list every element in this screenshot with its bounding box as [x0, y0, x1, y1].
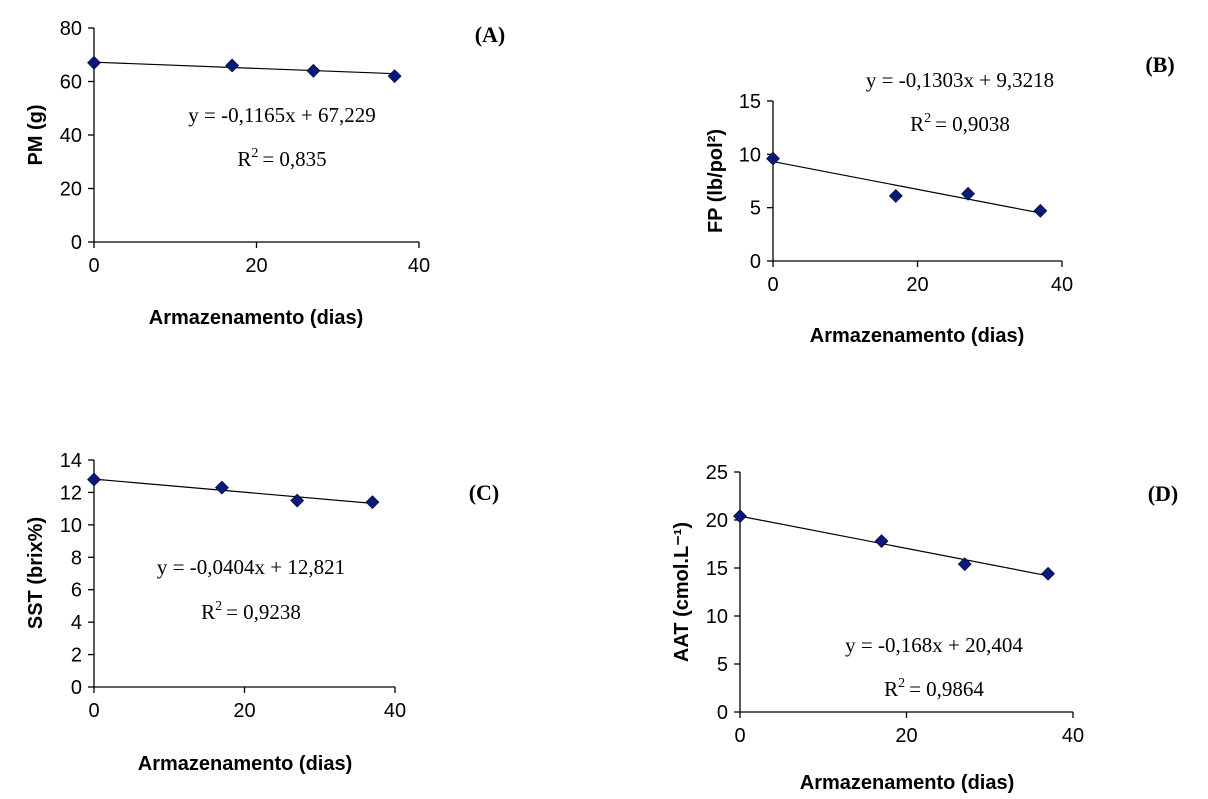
x-axis-label: Armazenamento (dias)	[149, 307, 364, 329]
panel-label: (C)	[469, 480, 500, 505]
r-squared-exponent: 2	[924, 111, 931, 126]
data-point	[766, 151, 780, 166]
y-tick-label: 40	[60, 125, 82, 147]
y-tick-label: 0	[750, 251, 761, 273]
y-tick-label: 15	[739, 91, 761, 113]
r-squared-value: = 0,835	[262, 147, 326, 171]
y-tick-label: 0	[71, 677, 82, 699]
panel-c: 0 2 4 6 8 10 12 14 0 20 40 Armazenamento (dias) SST …	[25, 450, 499, 775]
r-squared-symbol: R	[201, 600, 215, 624]
y-tick-label: 2	[71, 645, 82, 667]
y-tick-label: 10	[706, 606, 728, 628]
y-tick-label: 4	[71, 612, 82, 634]
x-axis-label: Armazenamento (dias)	[810, 325, 1025, 347]
r-squared-exponent: 2	[898, 676, 905, 691]
y-tick-label: 25	[706, 462, 728, 484]
x-tick-label: 0	[88, 255, 99, 277]
x-tick-label: 20	[233, 700, 255, 722]
panel-label: (D)	[1148, 481, 1179, 506]
y-axis-label: FP (lb/pol²)	[705, 129, 727, 233]
x-tick-label: 40	[408, 255, 430, 277]
regression-equation: y = -0,168x + 20,404	[845, 633, 1023, 657]
r-squared-value: = 0,9238	[226, 600, 301, 624]
regression-equation: y = -0,0404x + 12,821	[157, 555, 345, 579]
y-tick-label: 15	[706, 558, 728, 580]
data-point	[961, 186, 975, 201]
trend-line	[739, 515, 1049, 577]
data-point	[225, 58, 240, 73]
panel-b: 0 5 10 15 0 20 40 Armazenamento (dias) FP (lb/po…	[705, 52, 1175, 347]
trend-line	[93, 478, 373, 504]
y-axis-label: AAT (cmol.L⁻¹)	[671, 522, 693, 662]
trend-line	[772, 160, 1041, 214]
data-point	[1041, 566, 1055, 581]
regression-equation: y = -0,1303x + 9,3218	[866, 68, 1054, 92]
y-tick-label: 5	[717, 654, 728, 676]
panel-label: (A)	[475, 22, 506, 47]
data-point	[1033, 203, 1048, 218]
data-point	[888, 189, 903, 203]
r-squared-symbol: R	[910, 112, 924, 136]
y-tick-label: 0	[71, 232, 82, 254]
r-squared-value: = 0,9864	[909, 677, 984, 701]
data-point	[733, 509, 747, 524]
r-squared-label: R2 = 0,9864	[884, 676, 984, 701]
y-tick-label: 20	[60, 179, 82, 201]
x-tick-label: 20	[895, 725, 917, 747]
y-tick-label: 8	[71, 547, 82, 569]
data-point	[215, 480, 229, 495]
x-tick-label: 0	[734, 725, 745, 747]
r-squared-symbol: R	[884, 677, 898, 701]
r-squared-exponent: 2	[215, 599, 222, 614]
panel-a: 0 20 40 60 80 0 20 40 Armazenamento (dias) PM (g)…	[25, 18, 505, 329]
y-tick-label: 6	[71, 580, 82, 602]
x-axis-label: Armazenamento (dias)	[138, 753, 353, 775]
y-tick-label: 5	[750, 198, 761, 220]
data-point	[387, 69, 402, 84]
y-tick-label: 60	[60, 72, 82, 94]
r-squared-symbol: R	[237, 147, 251, 171]
panel-label: (B)	[1145, 52, 1174, 77]
data-point	[87, 472, 101, 487]
x-tick-label: 40	[1051, 274, 1073, 296]
r-squared-label: R2 = 0,9238	[201, 599, 301, 624]
x-axis-label: Armazenamento (dias)	[800, 772, 1015, 794]
trend-line	[93, 61, 395, 75]
data-point	[290, 493, 305, 508]
data-point	[87, 55, 101, 70]
data-point	[874, 534, 889, 549]
data-point	[365, 495, 380, 510]
panel-d: 0 5 10 15 20 25 0 20 40 Armazenamento (dias) AAT (…	[671, 462, 1178, 794]
x-tick-label: 0	[767, 274, 778, 296]
data-point	[306, 63, 321, 78]
y-tick-label: 20	[706, 510, 728, 532]
x-tick-label: 20	[906, 274, 928, 296]
x-tick-label: 0	[88, 700, 99, 722]
y-tick-label: 10	[60, 515, 82, 537]
regression-equation: y = -0,1165x + 67,229	[188, 103, 375, 127]
y-axis-label: SST (brix%)	[25, 517, 47, 629]
x-tick-label: 40	[384, 700, 406, 722]
r-squared-label: R2 = 0,835	[237, 146, 326, 171]
y-tick-label: 0	[717, 702, 728, 724]
y-axis-label: PM (g)	[25, 104, 47, 165]
x-tick-label: 20	[245, 255, 267, 277]
x-tick-label: 40	[1062, 725, 1084, 747]
y-tick-label: 80	[60, 18, 82, 40]
data-point	[957, 557, 972, 572]
r-squared-value: = 0,9038	[935, 112, 1010, 136]
y-tick-label: 10	[739, 144, 761, 166]
y-tick-label: 14	[60, 450, 82, 472]
r-squared-exponent: 2	[251, 146, 258, 161]
r-squared-label: R2 = 0,9038	[910, 111, 1010, 136]
y-tick-label: 12	[60, 482, 82, 504]
